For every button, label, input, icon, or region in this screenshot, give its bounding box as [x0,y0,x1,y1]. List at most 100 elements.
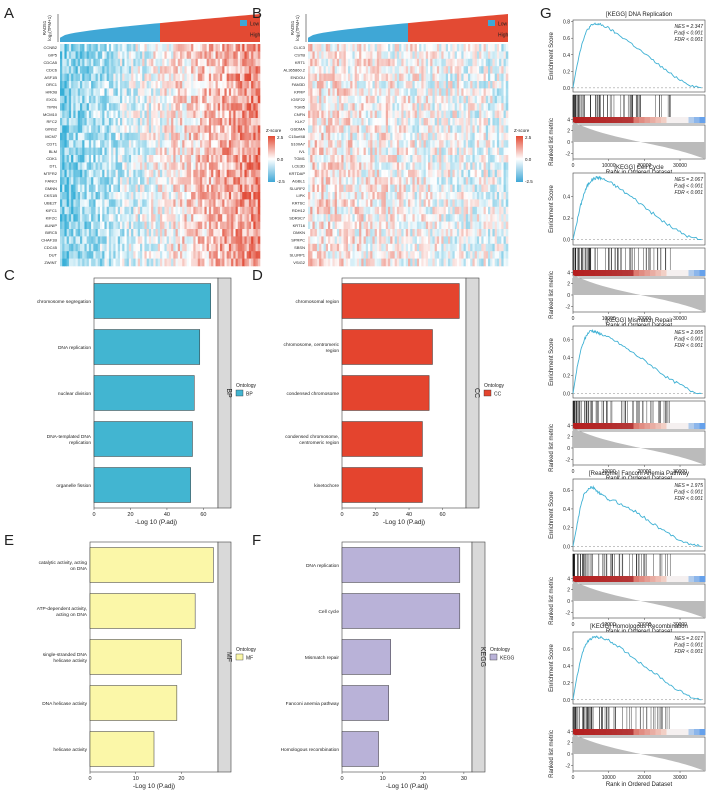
heatmap-cell [432,88,435,97]
heatmap-cell [488,73,491,82]
heatmap-cell [434,73,438,82]
heatmap-cell [244,258,247,267]
heatmap-cell [160,147,163,156]
heatmap-cell [432,81,435,89]
heatmap-cell [160,214,163,222]
heatmap-cell [410,110,413,119]
heatmap-cell [242,169,245,178]
heatmap-cell [217,162,221,171]
heatmap-cell [436,221,440,230]
heatmap-cell [376,132,380,141]
heatmap-cell [494,162,498,171]
heatmap-cell [231,229,234,237]
heatmap-cell [359,162,362,171]
heatmap-cell [140,162,143,171]
heatmap-cell [168,110,172,119]
heatmap-cell [332,140,335,148]
heatmap-cell [385,95,389,104]
heatmap-cell [128,229,132,237]
heatmap-cell [224,162,227,171]
heatmap-cell [75,103,79,111]
heatmap-cell [390,221,393,230]
heatmap-cell [177,199,181,208]
heatmap-cell [102,110,105,119]
heatmap-cell [503,66,507,74]
heatmap-cell [253,184,256,193]
heatmap-cell [88,177,92,185]
heatmap-cell [390,44,393,52]
heatmap-cell [399,66,402,74]
heatmap-cell [184,125,187,134]
heatmap-cell [224,103,227,111]
heatmap-cell [133,258,136,267]
heatmap-cell [456,147,460,156]
heatmap-cell [146,229,150,237]
heatmap-cell [470,81,473,89]
heatmap-cell [213,110,216,119]
heatmap-cell [470,58,473,67]
heatmap-cell [193,169,196,178]
heatmap-cell [388,51,391,60]
heatmap-cell [321,140,324,148]
heatmap-cell [350,125,353,134]
heatmap-cell [388,214,391,222]
heatmap-cell [501,125,504,134]
heatmap-cell [365,155,369,163]
heatmap-cell [423,140,427,148]
heatmap-cell [197,95,201,104]
heatmap-cell [443,147,447,156]
heatmap-cell [445,81,449,89]
heatmap-cell [348,110,351,119]
heatmap-cell [316,81,320,89]
heatmap-cell [401,155,404,163]
heatmap-cell [204,258,207,267]
heatmap-cell [93,229,96,237]
heatmap-cell [64,88,67,97]
heatmap-cell [441,221,444,230]
heatmap-cell [479,199,482,208]
heatmap-cell [312,199,315,208]
heatmap-cell [499,118,502,126]
heatmap-cell [368,192,371,200]
heatmap-cell [450,58,453,67]
heatmap-cell [434,95,438,104]
heatmap-cell [126,118,130,126]
heatmap-cell [394,184,398,193]
heatmap-cell [73,155,76,163]
heatmap-cell [246,192,250,200]
heatmap-cell [215,214,219,222]
heatmap-cell [385,51,389,60]
heatmap-cell [200,103,203,111]
heatmap-cell [257,118,261,126]
heatmap-cell [474,177,478,185]
heatmap-cell [137,66,141,74]
heatmap-cell [403,206,407,215]
heatmap-cell [251,103,254,111]
heatmap-cell [425,184,429,193]
heatmap-cell [253,221,256,230]
heatmap-cell [208,192,212,200]
heatmap-cell [485,95,489,104]
heatmap-cell [488,206,491,215]
heatmap-cell [153,229,156,237]
heatmap-cell [175,132,179,141]
heatmap-cell [242,66,245,74]
heatmap-cell [412,155,415,163]
heatmap-cell [228,169,232,178]
heatmap-cell [456,66,460,74]
heatmap-cell [117,66,121,74]
heatmap-cell [470,132,473,141]
heatmap-cell [108,206,112,215]
heatmap-cell [128,243,132,252]
heatmap-cell [503,184,507,193]
heatmap-cell [394,125,398,134]
heatmap-cell [468,110,471,119]
heatmap-cell [248,221,252,230]
heatmap-cell [405,192,409,200]
heatmap-cell [343,169,347,178]
heatmap-cell [102,81,105,89]
heatmap-cell [88,192,92,200]
heatmap-cell [80,73,83,82]
heatmap-cell [341,44,344,52]
heatmap-cell [385,125,389,134]
